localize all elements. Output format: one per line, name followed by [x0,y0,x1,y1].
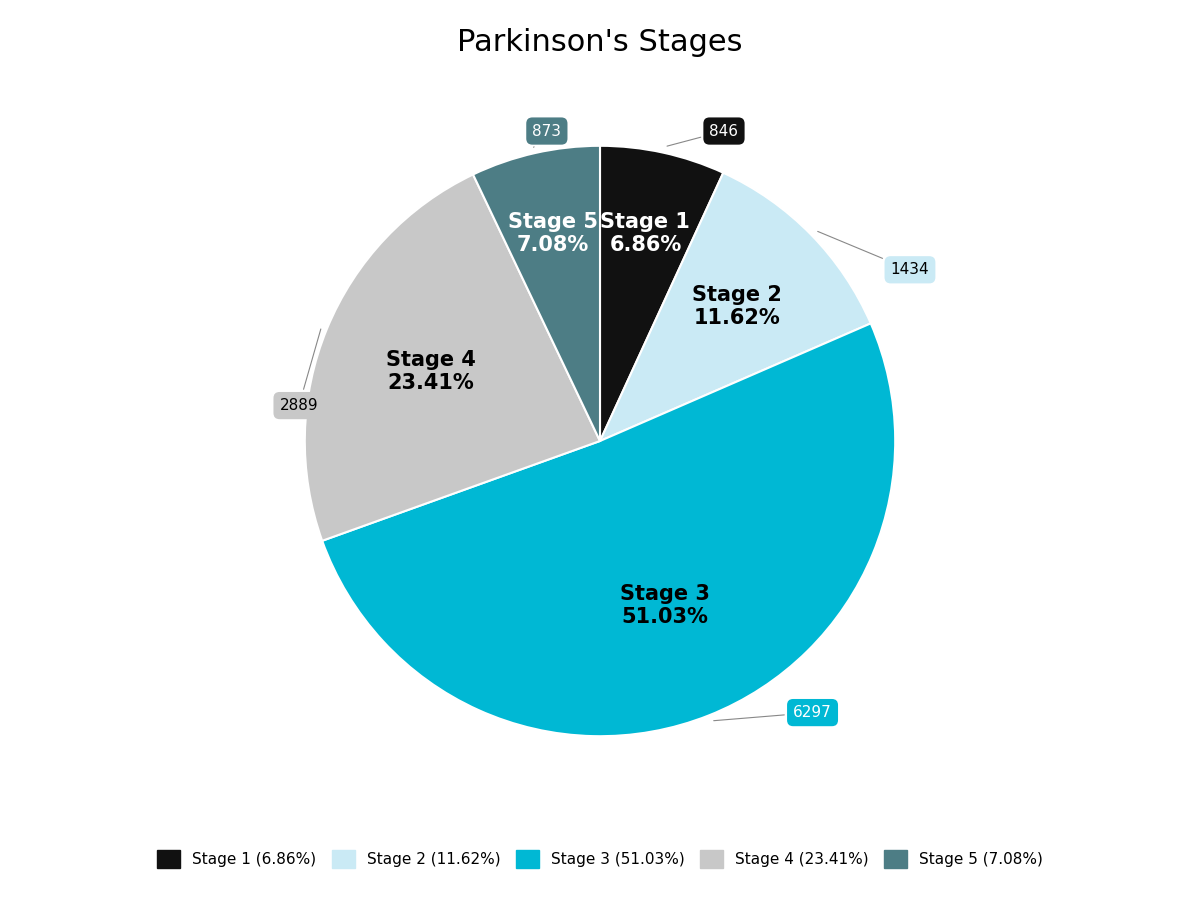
Text: Stage 4
23.41%: Stage 4 23.41% [386,350,475,393]
Text: Stage 2
11.62%: Stage 2 11.62% [692,285,782,328]
Wedge shape [600,173,871,441]
Text: 873: 873 [533,123,562,148]
Wedge shape [305,175,600,541]
Legend: Stage 1 (6.86%), Stage 2 (11.62%), Stage 3 (51.03%), Stage 4 (23.41%), Stage 5 (: Stage 1 (6.86%), Stage 2 (11.62%), Stage… [151,843,1049,875]
Text: Stage 3
51.03%: Stage 3 51.03% [620,584,710,627]
Text: Stage 1
6.86%: Stage 1 6.86% [600,212,690,255]
Wedge shape [473,146,600,441]
Wedge shape [322,323,895,736]
Text: 846: 846 [667,123,738,146]
Text: 1434: 1434 [817,231,929,277]
Text: Stage 5
7.08%: Stage 5 7.08% [508,212,598,256]
Text: 6297: 6297 [714,705,832,721]
Text: 2889: 2889 [280,329,320,413]
Title: Parkinson's Stages: Parkinson's Stages [457,28,743,58]
Wedge shape [600,146,724,441]
